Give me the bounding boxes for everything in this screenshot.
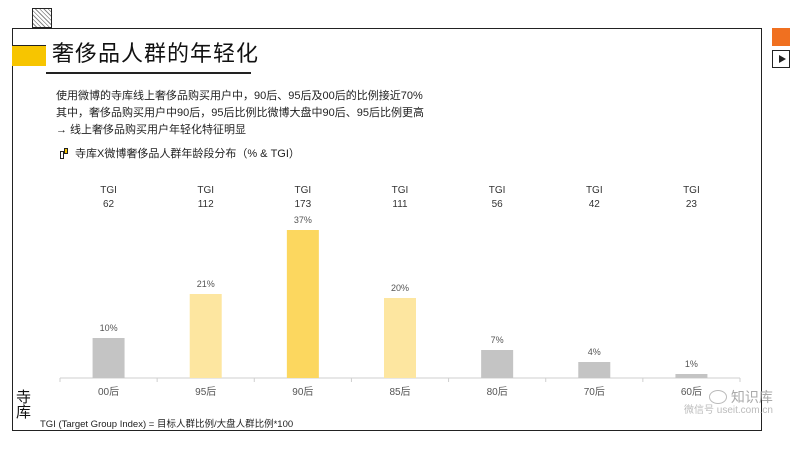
tgi-label: TGI <box>586 185 603 196</box>
chart-legend: 寺库X微博奢侈品人群年龄段分布（% & TGI） <box>60 145 300 161</box>
data-label: 37% <box>294 215 312 225</box>
tgi-label: TGI <box>392 185 409 196</box>
bar-60后 <box>675 374 708 378</box>
bar-00后 <box>92 338 125 378</box>
brand-logo: 寺库 <box>16 388 32 421</box>
data-label: 21% <box>197 279 215 289</box>
tgi-label: TGI <box>100 185 117 196</box>
data-label: 20% <box>391 283 409 293</box>
tgi-value: 23 <box>686 199 698 210</box>
data-label: 7% <box>491 335 504 345</box>
description-line-2: 其中，奢侈品购买用户中90后，95后比例比微博大盘中90后、95后比例更高 <box>56 107 424 119</box>
orange-accent-block <box>772 28 790 46</box>
description-line-3: → 线上奢侈品购买用户年轻化特征明显 <box>56 124 247 136</box>
data-label: 10% <box>100 323 118 333</box>
tgi-label: TGI <box>489 185 506 196</box>
bar-85后 <box>384 298 416 378</box>
x-tick-label: 60后 <box>681 386 702 398</box>
x-tick-label: 00后 <box>98 386 119 398</box>
x-tick-label: 90后 <box>292 386 313 398</box>
description-line-1: 使用微博的寺库线上奢侈品购买用户中，90后、95后及00后的比例接近70% <box>56 90 423 102</box>
next-arrow-icon[interactable] <box>772 50 790 68</box>
wechat-icon <box>708 390 727 404</box>
bar-95后 <box>189 294 222 378</box>
hatched-square-decoration <box>32 8 52 28</box>
data-label: 1% <box>685 359 698 369</box>
x-tick-label: 70后 <box>584 386 605 398</box>
data-label: 4% <box>588 347 601 357</box>
footnote: TGI (Target Group Index) = 目标人群比例/大盘人群比例… <box>40 419 294 430</box>
bar-90后 <box>286 230 319 378</box>
x-tick-label: 95后 <box>195 386 216 398</box>
chart-legend-label: 寺库X微博奢侈品人群年龄段分布（% & TGI） <box>75 148 300 160</box>
tgi-value: 56 <box>492 199 504 210</box>
tgi-value: 42 <box>589 199 601 210</box>
title-underline <box>46 72 251 74</box>
watermark: 知识库 微信号 useit.com.cn <box>684 390 773 418</box>
tgi-label: TGI <box>683 185 700 196</box>
watermark-subtitle: 微信号 useit.com.cn <box>684 405 773 416</box>
x-tick-label: 80后 <box>487 386 508 398</box>
tgi-label: TGI <box>197 185 214 196</box>
tgi-value: 111 <box>392 199 408 210</box>
watermark-title: 知识库 <box>730 389 773 405</box>
tgi-label: TGI <box>295 185 312 196</box>
bar-chart-icon <box>60 147 69 159</box>
yellow-accent-block <box>12 46 46 66</box>
description: 使用微博的寺库线上奢侈品购买用户中，90后、95后及00后的比例接近70% 其中… <box>56 88 424 139</box>
bar-70后 <box>578 362 611 378</box>
bar-80后 <box>481 350 514 378</box>
tgi-value: 62 <box>103 199 115 210</box>
tgi-value: 112 <box>198 199 214 210</box>
divider <box>12 45 46 46</box>
tgi-value: 173 <box>295 199 312 210</box>
page-title: 奢侈品人群的年轻化 <box>52 41 260 66</box>
x-tick-label: 85后 <box>389 386 410 398</box>
